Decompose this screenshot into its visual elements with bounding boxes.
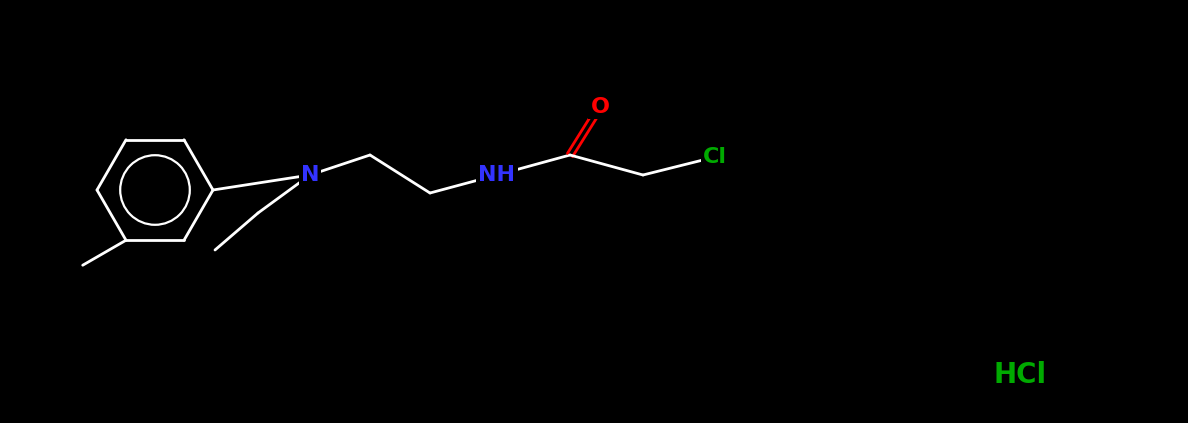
Text: HCl: HCl bbox=[993, 361, 1047, 389]
Text: N: N bbox=[301, 165, 320, 185]
Text: Cl: Cl bbox=[703, 147, 727, 167]
Text: NH: NH bbox=[479, 165, 516, 185]
Text: O: O bbox=[590, 97, 609, 117]
